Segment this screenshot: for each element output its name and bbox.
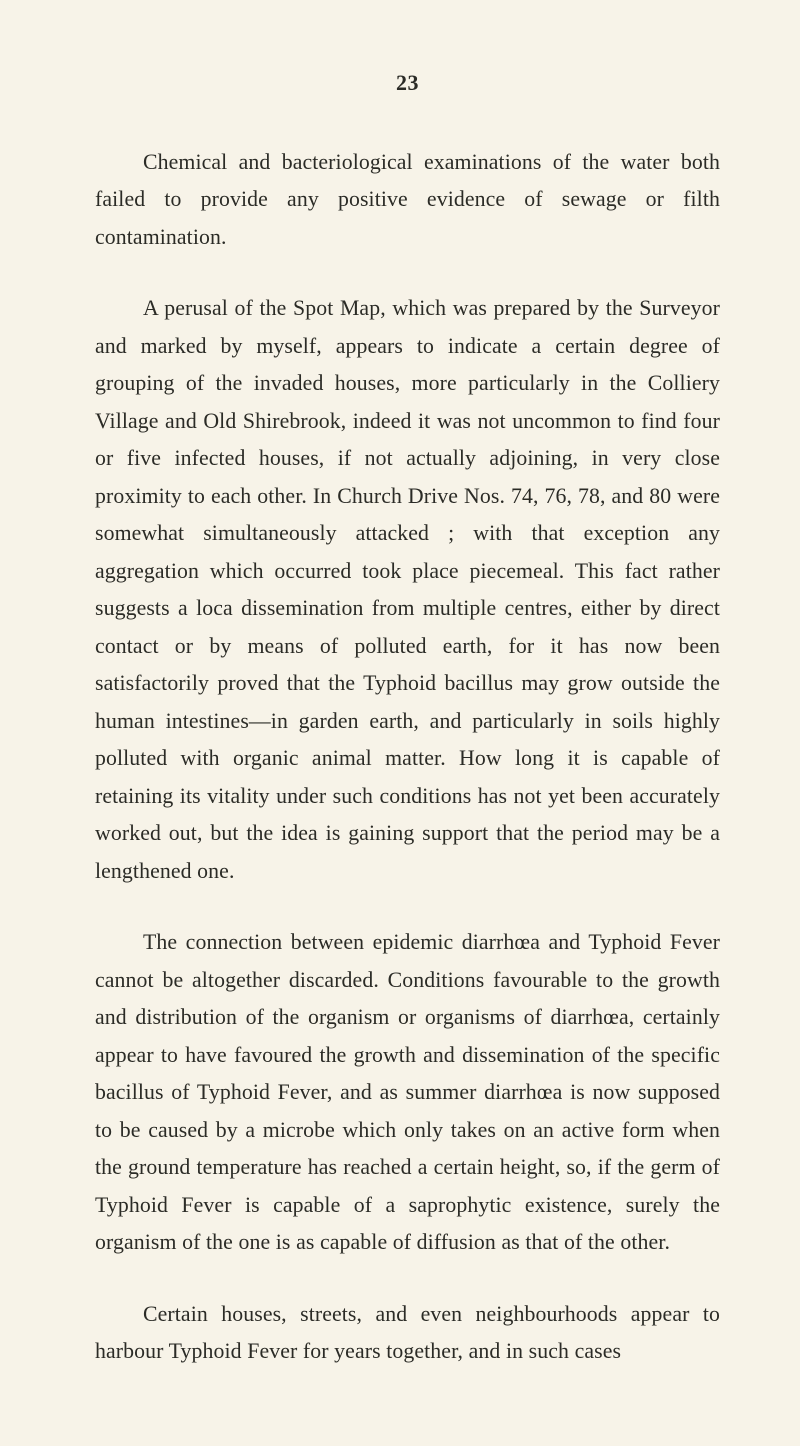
paragraph: Chemical and bacteriological examination… xyxy=(95,144,720,256)
paragraph: Certain houses, streets, and even neighb… xyxy=(95,1296,720,1371)
document-page: 23 Chemical and bacteriological examinat… xyxy=(0,0,800,1446)
page-number: 23 xyxy=(95,70,720,96)
paragraph: The connection between epidemic diarrhœa… xyxy=(95,924,720,1261)
paragraph: A perusal of the Spot Map, which was pre… xyxy=(95,290,720,890)
